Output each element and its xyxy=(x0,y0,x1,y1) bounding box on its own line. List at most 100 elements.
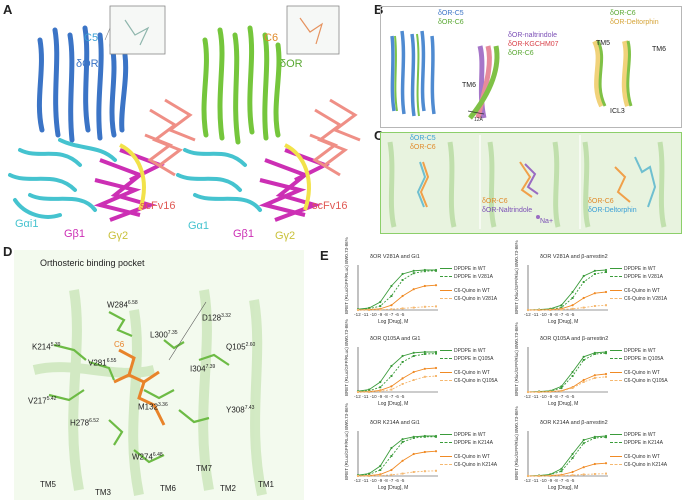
legend-label: DPDPE in Q105A xyxy=(624,356,664,362)
chart-xlabel: Log [Drug], M xyxy=(548,485,579,491)
panel-b-frame xyxy=(380,6,682,128)
chart-ylabel: BRET (RLuc/GFP/RLuc) BW0.73-86% xyxy=(344,237,349,314)
data-point xyxy=(571,387,574,389)
data-point xyxy=(571,474,574,477)
legend-entry: C6-Quino in WT xyxy=(610,370,660,376)
series-line xyxy=(528,376,607,393)
d-helix-tm3: TM3 xyxy=(95,488,111,497)
data-point xyxy=(390,375,393,377)
data-point xyxy=(379,469,382,471)
c-left-legend-c5: δOR-C5 xyxy=(410,135,436,142)
right-inset-ligand xyxy=(299,17,324,45)
data-point xyxy=(560,306,563,309)
legend-entry: C6-Quino in WT xyxy=(610,454,660,460)
data-point xyxy=(401,361,404,363)
chart-ylabel: BRET (Rluc/GFP/Rluc) BW0.73-86% xyxy=(514,240,519,314)
chart-xticks: -12 -11 -10 -9 -8 -7 -6 -5 xyxy=(524,394,575,399)
data-point xyxy=(412,370,415,374)
data-point xyxy=(401,438,404,441)
data-point xyxy=(571,297,574,299)
panel-b-letter: B xyxy=(374,2,384,17)
legend-label: DPDPE in WT xyxy=(624,432,656,438)
b-right-legend-deltorphin: δOR-Deltorphin xyxy=(610,19,659,26)
series-line xyxy=(528,271,607,311)
data-point xyxy=(604,372,608,376)
legend-label: DPDPE in V281A xyxy=(454,274,493,280)
data-point xyxy=(412,379,415,381)
data-point xyxy=(605,472,607,475)
legend-entry: DPDPE in V281A xyxy=(610,274,663,280)
data-point xyxy=(390,468,393,472)
b-tm6-overlay xyxy=(468,45,500,120)
data-point xyxy=(582,466,585,469)
legend-entry: DPDPE in WT xyxy=(610,266,656,272)
d-res-m132: M1323.36 xyxy=(138,402,168,412)
b-overlay-kgchm07: δOR-KGCHM07 xyxy=(508,41,559,48)
data-point xyxy=(582,359,585,361)
data-point xyxy=(582,438,585,442)
data-point xyxy=(434,450,438,453)
data-point xyxy=(582,355,585,358)
a-left-ggamma-label: Gγ2 xyxy=(108,230,129,242)
data-point xyxy=(605,352,607,355)
legend-swatch xyxy=(440,268,452,270)
data-point xyxy=(379,308,382,311)
data-point xyxy=(412,306,415,309)
chart-axes xyxy=(527,431,608,477)
legend-swatch xyxy=(440,372,452,374)
data-point xyxy=(423,353,426,355)
series-line xyxy=(358,470,437,477)
data-point xyxy=(368,391,371,393)
a-left-scfv-label: scFv16 xyxy=(140,200,176,212)
data-point xyxy=(538,391,541,393)
data-point xyxy=(560,474,563,477)
d-helix-tm6: TM6 xyxy=(160,484,176,493)
a-right-scfv-label: scFv16 xyxy=(312,200,348,212)
legend-entry: C6-Quino in WT xyxy=(440,454,490,460)
legend-swatch xyxy=(610,442,622,444)
data-point xyxy=(412,355,415,357)
series-line xyxy=(528,304,607,311)
data-point xyxy=(593,377,596,379)
b-overlay-c6: δOR-C6 xyxy=(508,50,534,57)
d-background-helices xyxy=(32,289,267,497)
data-point xyxy=(571,307,574,310)
data-point xyxy=(604,268,608,272)
chart-axes xyxy=(527,347,608,393)
data-point xyxy=(538,475,541,477)
data-point xyxy=(593,374,596,377)
panel-d-pocket xyxy=(32,289,267,497)
left-density-inset xyxy=(109,5,166,55)
series-line xyxy=(357,450,437,477)
chart-xticks: -12 -11 -10 -9 -8 -7 -6 -5 xyxy=(524,478,575,483)
data-point xyxy=(582,442,585,445)
data-point xyxy=(390,364,393,368)
a-right-ligand-label: C6 xyxy=(264,32,279,44)
legend-entry: DPDPE in V281A xyxy=(440,274,493,280)
data-point xyxy=(435,305,437,308)
chart-axes xyxy=(357,431,438,477)
data-point xyxy=(560,308,563,311)
d-res-i304: I3047.39 xyxy=(190,364,216,374)
data-point xyxy=(593,305,596,307)
legend-swatch xyxy=(440,298,452,300)
data-point xyxy=(368,309,371,311)
b-tm6b-label: TM6 xyxy=(652,46,666,53)
data-point xyxy=(560,470,563,473)
series-line xyxy=(357,435,436,476)
data-point xyxy=(423,284,426,288)
d-ligand-label: C6 xyxy=(114,340,125,349)
legend-entry: C6-Quino in K214A xyxy=(610,462,667,468)
series-line xyxy=(527,436,607,477)
legend-label: DPDPE in WT xyxy=(454,348,486,354)
data-point xyxy=(605,304,607,307)
data-point xyxy=(401,383,404,385)
legend-entry: C6-Quino in WT xyxy=(440,288,490,294)
series-line xyxy=(527,352,607,393)
d-helix-tm2: TM2 xyxy=(220,484,236,493)
legend-label: C6-Quino in WT xyxy=(454,370,490,376)
legend-swatch xyxy=(440,442,452,444)
data-point xyxy=(379,390,382,393)
data-point xyxy=(527,391,529,393)
d-side-chains xyxy=(48,311,230,464)
